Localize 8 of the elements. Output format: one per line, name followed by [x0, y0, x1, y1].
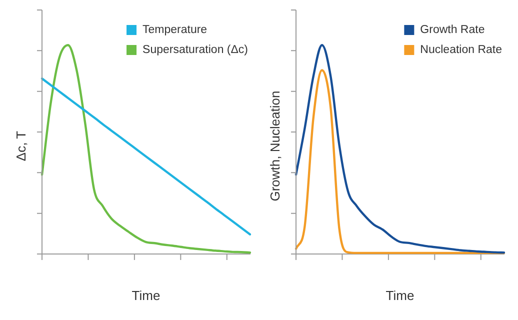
legend-label: Temperature: [142, 24, 208, 36]
x-axis-title: Time: [386, 288, 414, 303]
legend-label: Growth Rate: [420, 24, 485, 36]
legend-label: Nucleation Rate: [420, 44, 502, 56]
y-axis-title: Δc, T: [14, 130, 29, 162]
x-axis-title: Time: [132, 288, 160, 303]
y-axis-title: Growth, Nucleation: [268, 90, 283, 202]
legend-label: Supersaturation (Δc): [142, 44, 248, 56]
